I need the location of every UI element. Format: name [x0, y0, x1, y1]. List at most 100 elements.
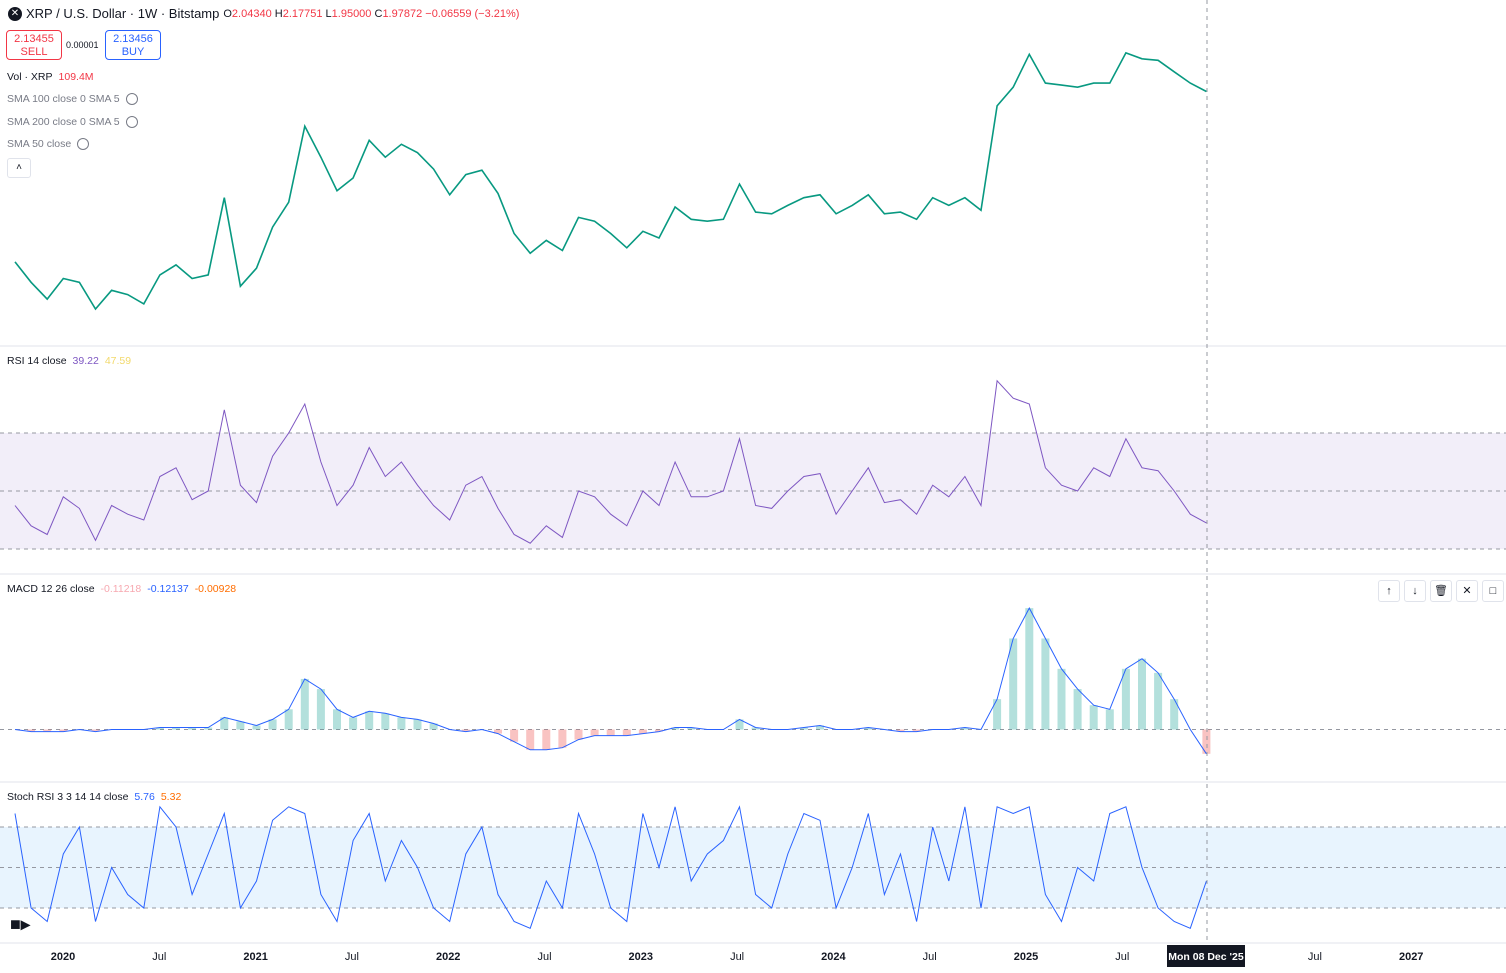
sell-label: SELL — [20, 46, 48, 58]
macd-line — [14, 607, 1207, 755]
time-label: 2024 — [821, 951, 846, 963]
time-label: Jul — [152, 951, 166, 963]
sma100-legend[interactable]: SMA 100 close 0 SMA 5 — [7, 93, 138, 105]
macd-histogram — [1025, 608, 1034, 730]
time-label: 2027 — [1399, 951, 1423, 963]
stoch-d: 5.32 — [160, 791, 182, 803]
macd-histogram — [1057, 668, 1066, 730]
macd-histogram — [606, 729, 615, 736]
macd-histogram — [1041, 638, 1050, 730]
buy-label: BUY — [121, 46, 145, 58]
crosshair-label-bg — [1167, 945, 1245, 967]
crosshair-label: Mon 08 Dec '25 — [1168, 951, 1244, 963]
time-label: Jul — [345, 951, 359, 963]
macd-histogram — [204, 727, 213, 730]
macd-histogram — [252, 725, 261, 730]
change: −0.06559 (−3.21%) — [425, 7, 520, 20]
volume-name: Vol · XRP — [7, 71, 53, 83]
sma200: SMA 200 close 0 SMA 5 — [7, 116, 120, 128]
macd-histogram — [542, 729, 551, 750]
macd-histogram — [735, 719, 744, 730]
volume-legend[interactable]: Vol · XRP 109.4M — [7, 71, 94, 83]
macd-histogram — [494, 729, 502, 734]
tv-logo: ■▸ — [10, 914, 31, 934]
close: 1.97872 — [382, 7, 423, 20]
macd-histogram — [1105, 709, 1114, 730]
time-label: 2025 — [1014, 951, 1038, 963]
macd-histogram — [1202, 729, 1211, 754]
time-label: Jul — [537, 951, 551, 963]
hidden-icon[interactable] — [77, 138, 90, 150]
macd-histogram — [349, 717, 358, 730]
close-pane[interactable]: ✕ — [1456, 580, 1478, 602]
o-label: O — [223, 7, 232, 20]
macd-histogram — [300, 678, 309, 730]
open: 2.04340 — [231, 7, 272, 20]
rsi-legend[interactable]: RSI 14 close 39.22 47.59 — [7, 355, 131, 367]
macd-histogram — [1121, 668, 1130, 730]
collapse-button[interactable]: ˄ — [7, 158, 31, 178]
stoch-k: 5.76 — [134, 791, 155, 803]
time-label: 2020 — [51, 951, 75, 963]
move-down[interactable]: ↓ — [1404, 580, 1426, 602]
h-label: H — [274, 7, 283, 20]
stoch-line — [14, 805, 1207, 929]
rsi-name: RSI 14 close — [7, 355, 67, 367]
sell-button[interactable]: 2.13455 SELL — [6, 30, 62, 60]
delete[interactable]: 🗑 — [1430, 580, 1452, 602]
macd-value: -0.12137 — [147, 583, 189, 595]
price-line — [14, 51, 1207, 311]
sma200-legend[interactable]: SMA 200 close 0 SMA 5 — [7, 116, 138, 128]
macd-histogram — [381, 713, 390, 730]
macd-histogram — [172, 727, 180, 730]
low: 1.95000 — [331, 7, 372, 20]
hidden-icon[interactable] — [125, 116, 138, 128]
macd-histogram — [510, 729, 519, 742]
macd-histogram — [1154, 672, 1163, 730]
macd-histogram — [912, 729, 921, 732]
macd-histogram — [864, 727, 873, 730]
spread: 0.00001 — [66, 40, 99, 50]
macd-histogram — [1170, 699, 1179, 730]
macd-legend[interactable]: MACD 12 26 close -0.11218 -0.12137 -0.00928 — [7, 583, 236, 595]
time-label: Jul — [1115, 951, 1129, 963]
macd-histogram — [413, 719, 422, 730]
time-label: Jul — [1308, 951, 1322, 963]
macd-histogram — [896, 729, 905, 732]
time-label: Jul — [730, 951, 744, 963]
volume-value: 109.4M — [58, 71, 94, 83]
maximize[interactable]: □ — [1482, 580, 1504, 602]
hidden-icon[interactable] — [125, 93, 138, 105]
stoch-legend[interactable]: Stoch RSI 3 3 14 14 close 5.76 5.32 — [7, 791, 181, 803]
macd-histogram — [671, 727, 680, 730]
macd-histogram — [1009, 638, 1018, 730]
symbol[interactable]: XRP / U.S. Dollar · 1W · Bitstamp — [26, 6, 220, 21]
macd-histogram — [638, 729, 647, 734]
macd-histogram — [993, 699, 1002, 730]
macd-histogram — [220, 717, 229, 730]
move-up[interactable]: ↑ — [1378, 580, 1400, 602]
macd-histogram — [526, 729, 535, 750]
time-label: Jul — [923, 951, 937, 963]
macd-histogram — [558, 729, 567, 748]
stoch-name: Stoch RSI 3 3 14 14 close — [7, 791, 129, 803]
macd-name: MACD 12 26 close — [7, 583, 95, 595]
macd-histogram — [188, 727, 197, 730]
macd-histogram — [316, 689, 325, 730]
macd-histogram — [816, 725, 824, 730]
macd-histogram — [27, 729, 36, 732]
macd-histogram — [960, 727, 969, 730]
macd-histogram — [429, 723, 438, 730]
buy-price: 2.13456 — [113, 33, 153, 45]
macd-histogram — [365, 711, 374, 730]
macd-histogram — [461, 729, 470, 732]
time-label: 2023 — [629, 951, 653, 963]
buy-button[interactable]: 2.13456 BUY — [105, 30, 161, 60]
high: 2.17751 — [282, 7, 323, 20]
rsi-signal: 47.59 — [104, 355, 132, 367]
sma50-legend[interactable]: SMA 50 close — [7, 138, 90, 150]
macd-histogram — [1138, 658, 1146, 730]
macd-histogram — [268, 719, 277, 730]
